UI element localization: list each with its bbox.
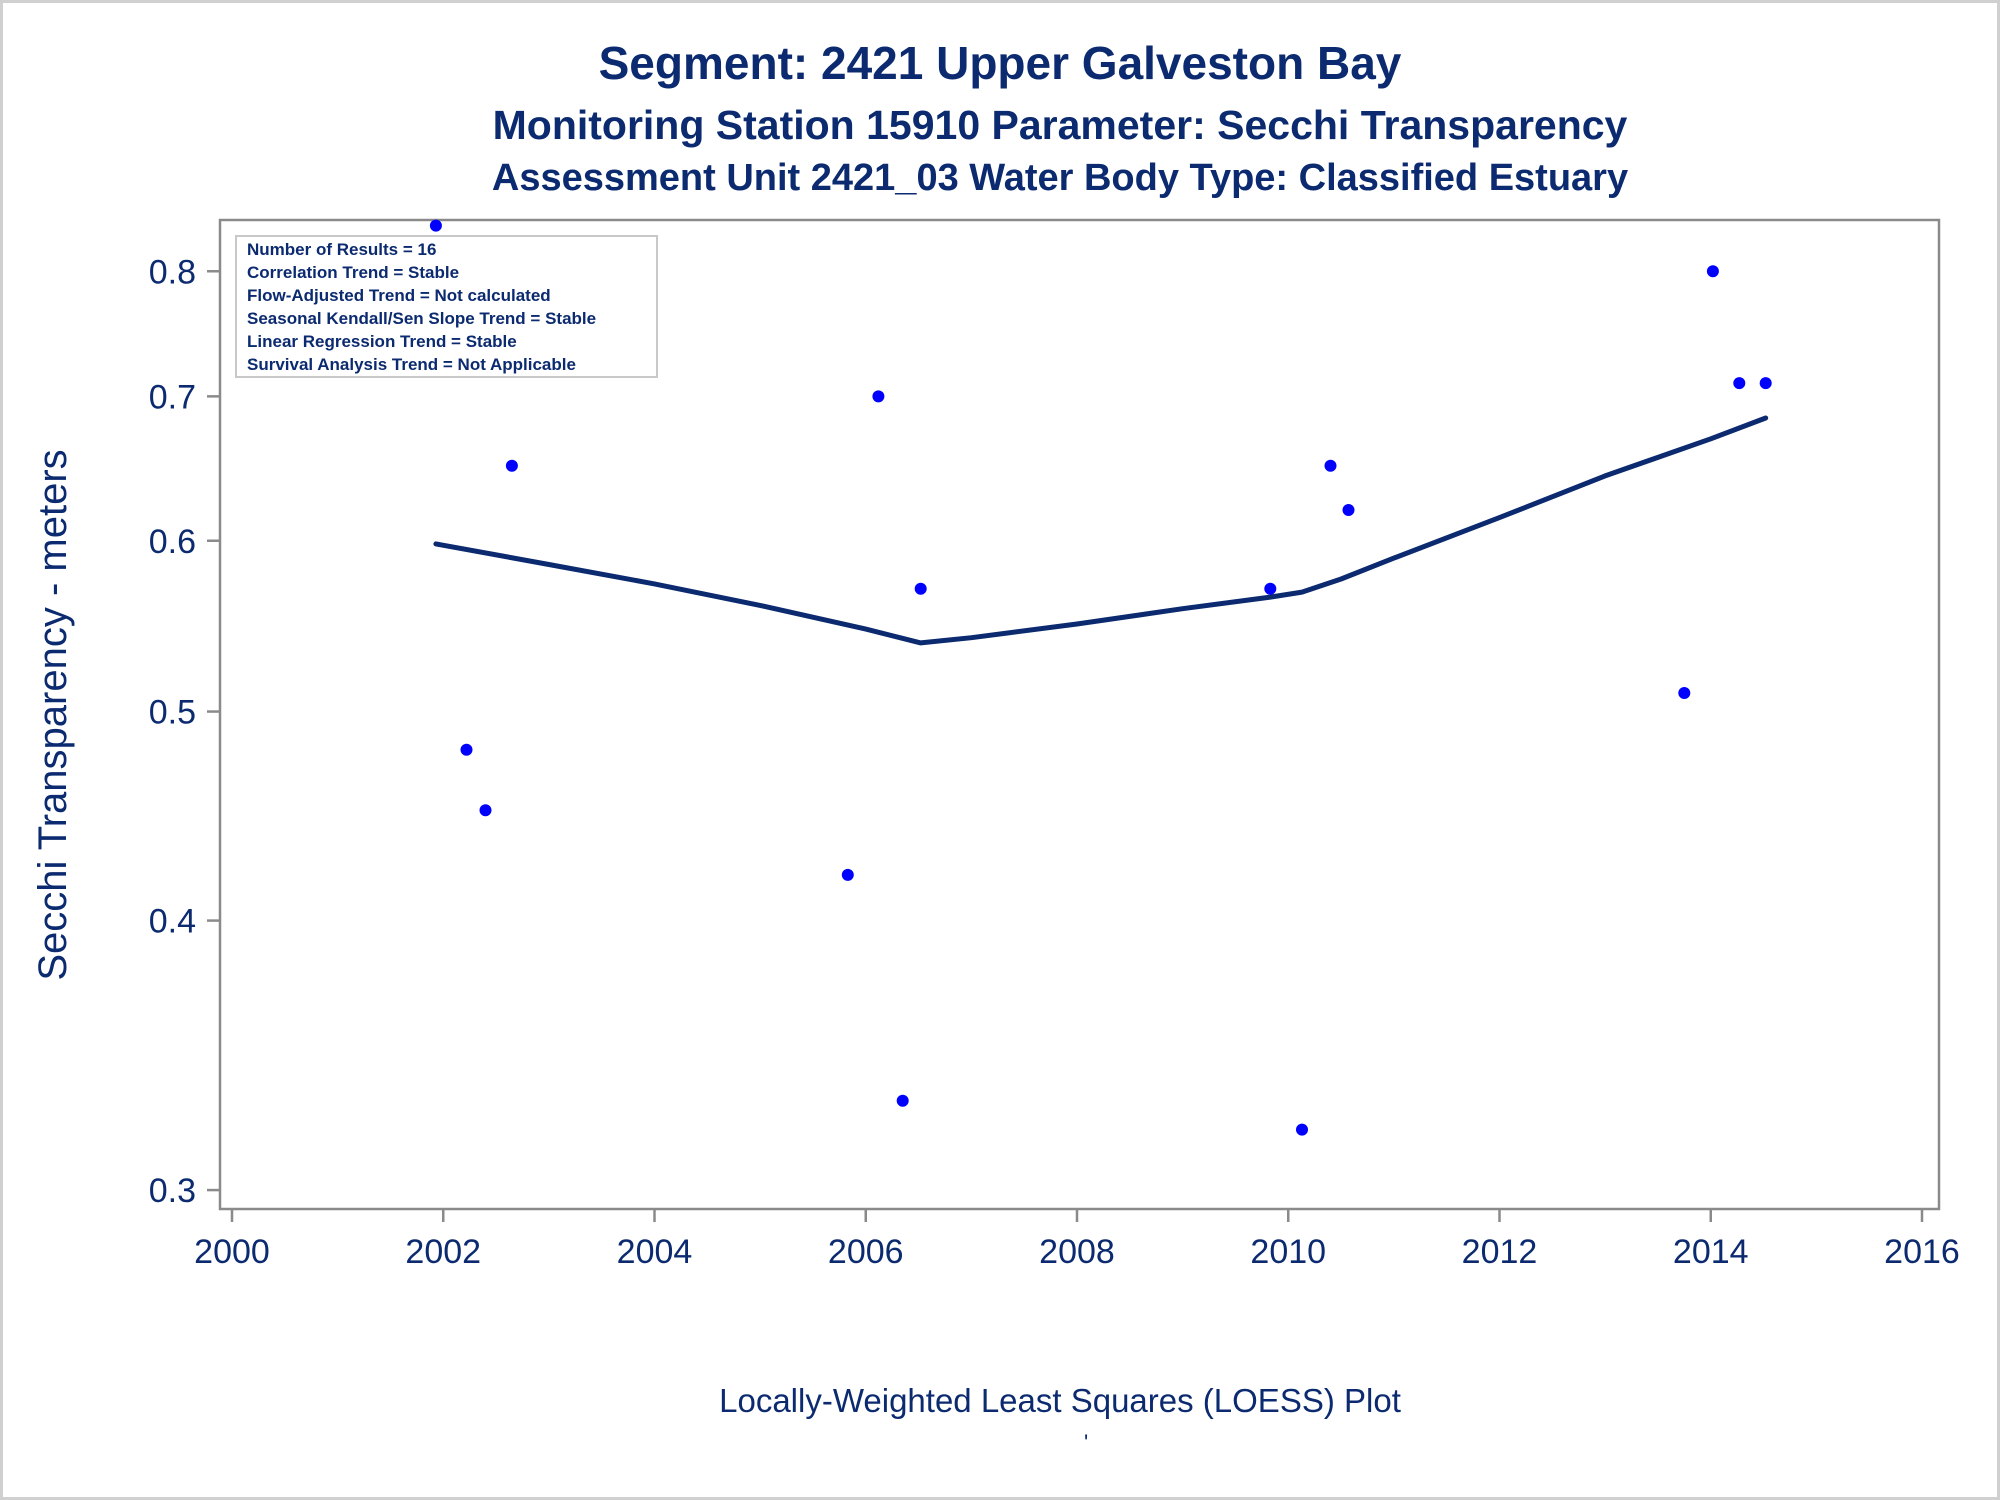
y-tick-label-0.4: 0.4 (149, 903, 196, 941)
data-point-6 (872, 390, 885, 403)
chart-title: Segment: 2421 Upper Galveston Bay (598, 37, 1402, 89)
x-axis: 2000 2002 2004 2006 2008 2010 2012 2014 2016 (194, 1209, 1960, 1271)
data-point-8 (914, 582, 927, 595)
x-tick-label-2004: 2004 (617, 1233, 693, 1271)
data-point-12 (1342, 504, 1355, 516)
y-tick-label-0.5: 0.5 (149, 694, 196, 732)
plot-area (218, 218, 1941, 1211)
legend-flow-adjusted-trend: Flow-Adjusted Trend = Not calculated (247, 286, 551, 305)
footnote-mark: ' (1084, 1430, 1089, 1455)
stats-legend: Number of Results = 16 Correlation Trend… (235, 235, 658, 378)
y-tick-label-0.7: 0.7 (149, 378, 196, 416)
points-layer (429, 219, 1772, 1136)
data-point-10 (1296, 1123, 1308, 1136)
data-point-13 (1678, 687, 1691, 699)
data-point-3 (479, 804, 492, 817)
x-tick-label-2008: 2008 (1039, 1233, 1115, 1271)
loess-line (433, 415, 1769, 646)
chart-subtitle-2: Assessment Unit 2421_03 Water Body Type:… (491, 157, 1629, 199)
y-tick-label-0.3: 0.3 (149, 1172, 196, 1210)
data-point-14 (1706, 265, 1719, 278)
data-point-15 (1733, 377, 1746, 390)
data-point-16 (1759, 377, 1772, 390)
data-point-5 (841, 868, 854, 881)
y-axis-label: Secchi Transparency - meters (31, 449, 75, 980)
chart-subtitle: Monitoring Station 15910 Parameter: Secc… (492, 102, 1628, 148)
legend-survival-analysis-trend: Survival Analysis Trend = Not Applicable (247, 355, 576, 374)
loess-layer (433, 415, 1769, 646)
x-tick-label-2006: 2006 (828, 1233, 904, 1271)
legend-correlation-trend: Correlation Trend = Stable (247, 263, 459, 282)
legend-box (235, 235, 658, 378)
x-tick-label-2000: 2000 (194, 1233, 270, 1271)
legend-seasonal-kendall-trend: Seasonal Kendall/Sen Slope Trend = Stabl… (247, 309, 596, 328)
x-tick-label-2016: 2016 (1884, 1233, 1960, 1271)
legend-number-of-results: Number of Results = 16 (247, 240, 436, 259)
data-point-11 (1324, 459, 1337, 472)
y-tick-label-0.8: 0.8 (149, 253, 196, 291)
x-tick-label-2002: 2002 (405, 1233, 481, 1271)
x-tick-label-2010: 2010 (1250, 1233, 1326, 1271)
data-point-7 (896, 1094, 909, 1107)
data-point-4 (505, 459, 518, 472)
data-point-9 (1264, 582, 1277, 595)
x-tick-label-2012: 2012 (1462, 1233, 1538, 1271)
y-axis: 0.3 0.4 0.5 0.6 0.7 0.8 (149, 253, 220, 1210)
data-point-1 (429, 219, 442, 232)
y-tick-label-0.6: 0.6 (149, 523, 196, 561)
data-point-2 (460, 743, 473, 756)
x-tick-label-2014: 2014 (1673, 1233, 1749, 1271)
footnote: Locally-Weighted Least Squares (LOESS) P… (719, 1382, 1401, 1419)
legend-linear-regression-trend: Linear Regression Trend = Stable (247, 332, 517, 351)
